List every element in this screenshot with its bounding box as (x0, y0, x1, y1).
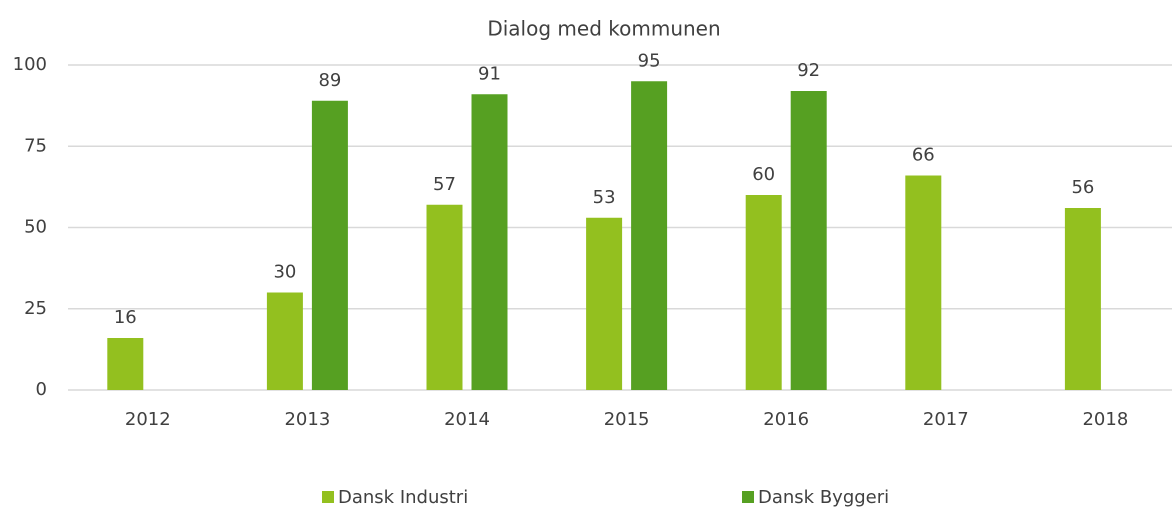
value-label: 57 (433, 174, 456, 195)
value-label: 92 (797, 60, 820, 81)
bar (266, 292, 303, 390)
value-label: 66 (912, 145, 935, 166)
y-tick-label: 100 (13, 54, 47, 75)
bar (790, 91, 827, 390)
bar (1064, 208, 1101, 390)
legend-swatch (322, 491, 334, 503)
x-tick-label: 2013 (284, 409, 330, 430)
y-tick-label: 50 (24, 217, 47, 238)
y-tick-label: 75 (24, 135, 47, 156)
x-tick-label: 2015 (604, 409, 650, 430)
chart-title: Dialog med kommunen (487, 17, 720, 41)
x-tick-label: 2016 (763, 409, 809, 430)
legend-label: Dansk Industri (338, 487, 468, 508)
value-label: 56 (1071, 177, 1094, 198)
x-tick-label: 2012 (125, 409, 171, 430)
bar (471, 94, 508, 390)
legend-label: Dansk Byggeri (758, 487, 889, 508)
x-tick-label: 2017 (923, 409, 969, 430)
x-tick-label: 2018 (1082, 409, 1128, 430)
y-tick-label: 25 (24, 298, 47, 319)
value-label: 60 (752, 164, 775, 185)
bar (586, 217, 623, 390)
bar (426, 204, 463, 390)
value-label: 95 (638, 50, 661, 71)
bar (745, 195, 782, 390)
value-label: 91 (478, 63, 501, 84)
x-tick-label: 2014 (444, 409, 490, 430)
value-label: 16 (114, 307, 137, 328)
bar (107, 338, 144, 390)
value-label: 53 (593, 187, 616, 208)
legend-swatch (742, 491, 754, 503)
bar (631, 81, 668, 390)
bar (311, 100, 348, 390)
value-label: 30 (273, 262, 296, 283)
y-tick-label: 0 (36, 379, 47, 400)
bar (905, 175, 942, 390)
value-label: 89 (318, 70, 341, 91)
